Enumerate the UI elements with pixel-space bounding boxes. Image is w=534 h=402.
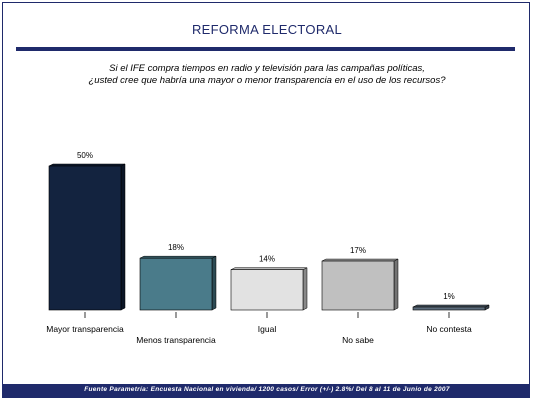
bar-top bbox=[139, 255, 217, 259]
survey-question: Si el IFE compra tiempos en radio y tele… bbox=[0, 63, 534, 87]
x-tick-label: Igual bbox=[258, 324, 277, 334]
bar bbox=[412, 306, 486, 311]
bar-side bbox=[302, 267, 308, 311]
bar bbox=[48, 165, 122, 311]
title-divider bbox=[16, 47, 515, 51]
data-label: 17% bbox=[350, 246, 366, 255]
source-note: Fuente Parametría: Encuesta Nacional en … bbox=[84, 386, 450, 393]
data-label: 1% bbox=[443, 292, 455, 301]
chart-title: REFORMA ELECTORAL bbox=[191, 22, 343, 37]
footer-bar bbox=[2, 384, 530, 398]
bar bbox=[139, 257, 213, 311]
bar-side bbox=[393, 258, 399, 311]
data-label: 18% bbox=[168, 243, 184, 252]
bar-side bbox=[211, 255, 217, 311]
data-label: 50% bbox=[77, 151, 93, 160]
question-line-2: ¿usted cree que habría una mayor o menor… bbox=[88, 75, 446, 86]
x-tick-label: No sabe bbox=[342, 335, 374, 345]
x-tick-label: Menos transparencia bbox=[136, 335, 216, 345]
bar bbox=[321, 260, 395, 311]
x-tick-label: Mayor transparencia bbox=[46, 324, 124, 334]
data-label: 14% bbox=[259, 255, 275, 264]
bar bbox=[230, 269, 304, 311]
x-tick-label: No contesta bbox=[426, 324, 472, 334]
question-line-1: Si el IFE compra tiempos en radio y tele… bbox=[109, 63, 425, 74]
bar-side bbox=[120, 163, 126, 311]
